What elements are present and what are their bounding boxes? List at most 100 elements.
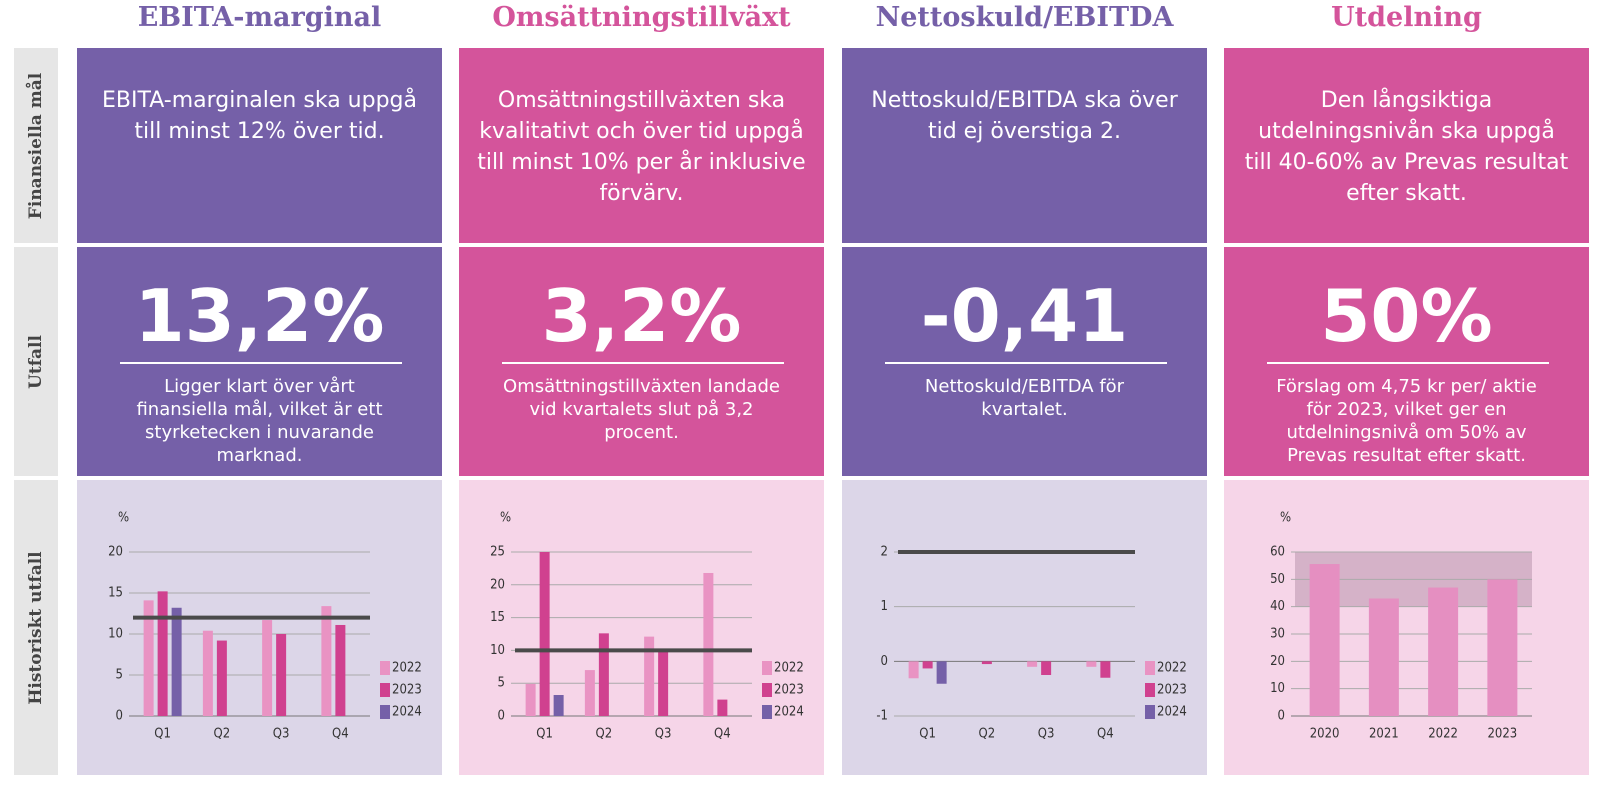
y-tick-label: 0 [1278,709,1285,724]
x-tick-label: Q1 [536,727,553,742]
bar [981,661,992,665]
legend-swatch [380,705,390,719]
legend-swatch [1145,705,1155,719]
column-title: EBITA-marginal [137,2,382,33]
divider [502,362,784,364]
y-tick-label: 10 [108,627,123,642]
y-tick-label: -1 [876,709,888,724]
legend-label: 2022 [1157,661,1187,676]
row-label-text: Finansiella mål [26,72,46,219]
bar [1309,564,1340,716]
y-tick-label: 0 [881,654,888,669]
outcome-text: Förslag om 4,75 kr per/ aktie för 2023, … [1276,376,1537,466]
y-tick-label: 20 [108,545,123,560]
bar [276,634,287,716]
bar [584,670,595,716]
x-tick-label: Q1 [154,727,171,742]
outcome-text: Ligger klart över vårt finansiella mål, … [136,376,383,466]
y-tick-label: 50 [1270,572,1285,587]
row-label: Utfall [14,247,58,476]
bar [335,624,346,716]
legend-swatch [762,661,772,675]
bar [922,661,933,669]
legend-label: 2023 [774,683,804,698]
bar [598,633,609,716]
outcome-box: 50% Förslag om 4,75 kr per/ aktie för 202… [1224,247,1589,476]
column-title: Omsättningstillväxt [492,2,791,33]
bar [262,620,273,716]
y-tick-label: 20 [1270,654,1285,669]
x-tick-label: 2022 [1428,727,1458,742]
bar [171,607,182,716]
outcome-value: 13,2% [134,274,385,358]
y-tick-label: 10 [490,643,505,658]
bar [936,661,947,684]
y-tick-label: 2 [881,545,888,560]
outcome-box: 13,2% Ligger klart över vårt finansiella … [77,247,442,476]
outcome-box: -0,41 Nettoskuld/EBITDA för kvartalet. [842,247,1207,476]
x-tick-label: 2021 [1369,727,1399,742]
divider [885,362,1167,364]
goal-box: Nettoskuld/EBITDA ska över tid ej överst… [842,48,1207,243]
bar [321,606,332,716]
row-label-text: Utfall [26,334,46,389]
x-tick-label: Q2 [596,727,613,742]
bar [157,591,168,716]
bar [1428,587,1459,716]
column: EBITA-marginal EBITA-marginalen ska uppgå… [77,0,442,780]
legend-swatch [1145,661,1155,675]
legend-label: 2022 [392,661,422,676]
legend-swatch [762,705,772,719]
chart: % 0 5 10 15 20 25 Q1 Q2 Q3 Q4 2022 2023 2024 [459,480,824,775]
outcome-text: Omsättningstillväxten landade vid kvarta… [503,376,780,443]
legend-label: 2023 [392,683,422,698]
outcome-value: 50% [1320,274,1493,358]
legend-label: 2024 [1157,705,1187,720]
legend-swatch [762,683,772,697]
legend-label: 2023 [1157,683,1187,698]
y-tick-label: 15 [490,610,505,625]
x-tick-label: 2020 [1310,727,1340,742]
bar [703,572,714,716]
outcome-box: 3,2% Omsättningstillväxten landade vid kv… [459,247,824,476]
x-tick-label: Q4 [1097,727,1114,742]
bar [553,695,564,716]
x-tick-label: Q2 [214,727,231,742]
divider [1267,362,1549,364]
legend-swatch [1145,683,1155,697]
bar [658,650,669,716]
chart: % 0 10 20 30 40 50 60 2020 2021 2022 2023 [1224,480,1589,775]
outcome-value: -0,41 [920,274,1129,358]
row-label: Historiskt utfall [14,480,58,775]
y-tick-label: 60 [1270,545,1285,560]
y-tick-label: 25 [490,545,505,560]
y-tick-label: 20 [490,577,505,592]
y-tick-label: 40 [1270,599,1285,614]
bar [1487,579,1518,716]
legend-label: 2024 [774,705,804,720]
bar [1041,661,1052,675]
bar [1086,661,1097,667]
bar [908,661,919,679]
x-tick-label: Q2 [979,727,996,742]
y-tick-label: 15 [108,586,123,601]
bar [202,630,213,716]
x-tick-label: Q3 [273,727,290,742]
bar [717,699,728,716]
row-label-text: Historiskt utfall [26,550,46,705]
x-tick-label: Q4 [714,727,731,742]
y-tick-label: 5 [116,668,123,683]
y-tick-label: 0 [116,709,123,724]
outcome-value: 3,2% [541,274,742,358]
column: Nettoskuld/EBITDA Nettoskuld/EBITDA ska ö… [842,0,1207,780]
x-tick-label: Q4 [332,727,349,742]
y-tick-label: 10 [1270,681,1285,696]
x-tick-label: Q3 [1038,727,1055,742]
bar [1027,661,1038,667]
outcome-text: Nettoskuld/EBITDA för kvartalet. [924,376,1125,420]
legend-swatch [380,661,390,675]
column-title: Utdelning [1331,2,1482,33]
bar [143,600,154,716]
goal-box: EBITA-marginalen ska uppgå till minst 12… [77,48,442,243]
